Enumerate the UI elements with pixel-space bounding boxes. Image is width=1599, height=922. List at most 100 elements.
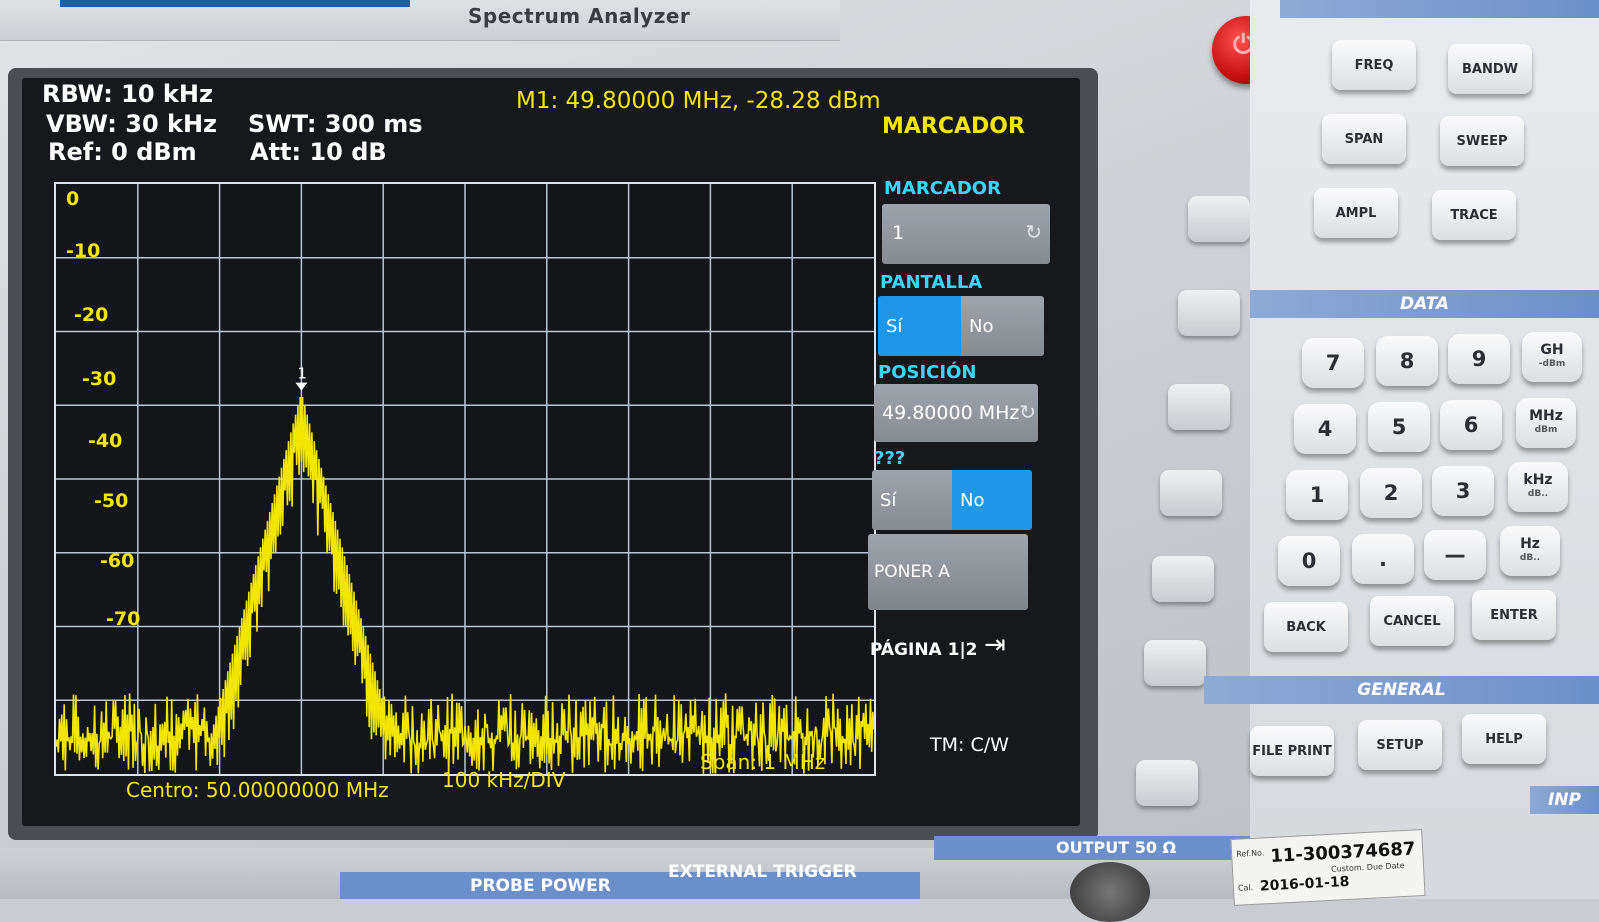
division-label: 100 kHz/DIV (442, 768, 566, 792)
output-label: OUTPUT 50 Ω (1056, 838, 1177, 857)
sweep-key[interactable]: SWEEP (1440, 116, 1524, 166)
power-icon: ⏻ (1233, 30, 1254, 60)
ghz-key-label: GH (1540, 342, 1564, 358)
page-indicator: PÁGINA 1|2 (870, 640, 978, 660)
center-frequency-label: Centro: 50.00000000 MHz (126, 778, 389, 802)
span-label: Span: 1 MHz (700, 750, 826, 774)
pantalla-yes-option[interactable]: Sí (878, 296, 961, 356)
file-print-key[interactable]: FILE PRINT (1250, 726, 1334, 776)
key-8[interactable]: 8 (1376, 336, 1438, 386)
y-tick-label: -20 (74, 304, 109, 326)
output-connector (1070, 862, 1150, 922)
softkey-6[interactable] (1144, 640, 1206, 686)
keypad-panel: FREQ BANDW SPAN SWEEP AMPL TRACE DATA 7 … (1204, 0, 1599, 899)
softkey-7[interactable] (1136, 760, 1198, 806)
rbw-readout: RBW: 10 kHz (42, 80, 213, 108)
key-minus[interactable]: — (1424, 530, 1486, 580)
key-2[interactable]: 2 (1360, 468, 1422, 518)
softkey-2[interactable] (1178, 290, 1240, 336)
unknown-no-option[interactable]: No (952, 470, 1032, 530)
y-tick-label: -40 (88, 430, 123, 452)
marker-number-value: 1 (892, 222, 905, 244)
unknown-yes-option[interactable]: Sí (872, 470, 952, 530)
help-key[interactable]: HELP (1462, 714, 1546, 764)
pantalla-toggle[interactable]: Sí No (878, 296, 1044, 356)
enter-key[interactable]: ENTER (1472, 590, 1556, 640)
general-section-bar: GENERAL (1204, 676, 1599, 704)
sweep-time-readout: SWT: 300 ms (248, 110, 423, 138)
mhz-key-label: MHz (1529, 408, 1563, 424)
marker-position-value: 49.80000 MHz (882, 402, 1020, 424)
back-key[interactable]: BACK (1264, 602, 1348, 652)
y-tick-label: -30 (82, 368, 117, 390)
mhz-key-sub: dBm (1534, 425, 1558, 435)
khz-key[interactable]: kHz dB.. (1508, 462, 1568, 512)
output-label-bar (934, 836, 1250, 860)
external-trigger-label: EXTERNAL TRIGGER (668, 862, 857, 882)
connector-label-bar (340, 872, 920, 899)
trace-mode-label: TM: C/W (930, 734, 1009, 756)
hz-key-sub: dB.. (1519, 553, 1541, 563)
y-tick-label: -70 (106, 608, 141, 630)
y-tick-label: -50 (94, 490, 129, 512)
softkey-4[interactable] (1160, 470, 1222, 516)
setup-key[interactable]: SETUP (1358, 720, 1442, 770)
sticker-date: 2016-01-18 (1259, 873, 1350, 895)
ghz-key-sub: -dBm (1538, 359, 1566, 369)
data-section-bar: DATA (1250, 290, 1599, 318)
key-5[interactable]: 5 (1368, 402, 1430, 452)
screen: RBW: 10 kHz VBW: 30 kHz Ref: 0 dBm SWT: … (22, 78, 1080, 826)
pantalla-label: PANTALLA (880, 272, 983, 293)
ampl-key[interactable]: AMPL (1314, 188, 1398, 238)
cancel-key[interactable]: CANCEL (1370, 596, 1454, 646)
unknown-option-label: ??? (874, 448, 906, 469)
instrument-title: Spectrum Analyzer (468, 4, 691, 28)
marker-number-field[interactable]: 1 ↻ (882, 204, 1050, 264)
softkey-5[interactable] (1152, 556, 1214, 602)
softkey-3[interactable] (1168, 384, 1230, 430)
mhz-key[interactable]: MHz dBm (1516, 398, 1576, 448)
trace-key[interactable]: TRACE (1432, 190, 1516, 240)
spectrum-trace-svg: 1 (56, 184, 874, 774)
inp-section-bar: INP (1530, 786, 1599, 814)
sticker-ref-label: Ref.No. (1235, 848, 1265, 859)
khz-key-sub: dB.. (1527, 489, 1549, 499)
poner-a-button[interactable]: PONER A (868, 534, 1028, 610)
vbw-readout: VBW: 30 kHz (46, 110, 218, 138)
unknown-option-toggle[interactable]: Sí No (872, 470, 1032, 530)
freq-key[interactable]: FREQ (1332, 40, 1416, 90)
y-tick-label: -10 (66, 240, 101, 262)
pantalla-no-option[interactable]: No (961, 296, 1044, 356)
posicion-label: POSICIÓN (878, 362, 977, 383)
rotary-knob-icon: ↻ (1019, 400, 1036, 424)
span-key[interactable]: SPAN (1322, 114, 1406, 164)
rotary-knob-icon: ↻ (1025, 220, 1042, 244)
brand-logo (60, 0, 410, 7)
key-6[interactable]: 6 (1440, 400, 1502, 450)
key-1[interactable]: 1 (1286, 470, 1348, 520)
key-4[interactable]: 4 (1294, 404, 1356, 454)
top-label-strip: Spectrum Analyzer (0, 0, 840, 41)
key-7[interactable]: 7 (1302, 338, 1364, 388)
key-9[interactable]: 9 (1448, 334, 1510, 384)
ghz-key[interactable]: GH -dBm (1522, 332, 1582, 382)
key-0[interactable]: 0 (1278, 536, 1340, 586)
marker-readout: M1: 49.80000 MHz, -28.28 dBm (516, 88, 881, 114)
spectrum-trace (56, 396, 874, 774)
khz-key-label: kHz (1523, 472, 1553, 488)
next-page-icon[interactable]: ⇥ (984, 630, 1006, 660)
calibration-sticker: Ref.No. 11-300374687 Custom. Due Date Ca… (1230, 829, 1426, 906)
hz-key-label: Hz (1520, 536, 1540, 552)
poner-a-label: PONER A (874, 562, 950, 582)
hz-key[interactable]: Hz dB.. (1500, 526, 1560, 576)
softkey-1[interactable] (1188, 196, 1250, 242)
marker-1 (295, 382, 308, 391)
key-decimal[interactable]: . (1352, 534, 1414, 584)
marker-position-field[interactable]: 49.80000 MHz ↻ (874, 384, 1038, 442)
marker-1-label: 1 (297, 365, 307, 383)
y-tick-label: -60 (100, 550, 135, 572)
key-3[interactable]: 3 (1432, 466, 1494, 516)
y-tick-label: 0 (66, 188, 80, 210)
menu-title: MARCADOR (882, 114, 1025, 139)
bandw-key[interactable]: BANDW (1448, 44, 1532, 94)
